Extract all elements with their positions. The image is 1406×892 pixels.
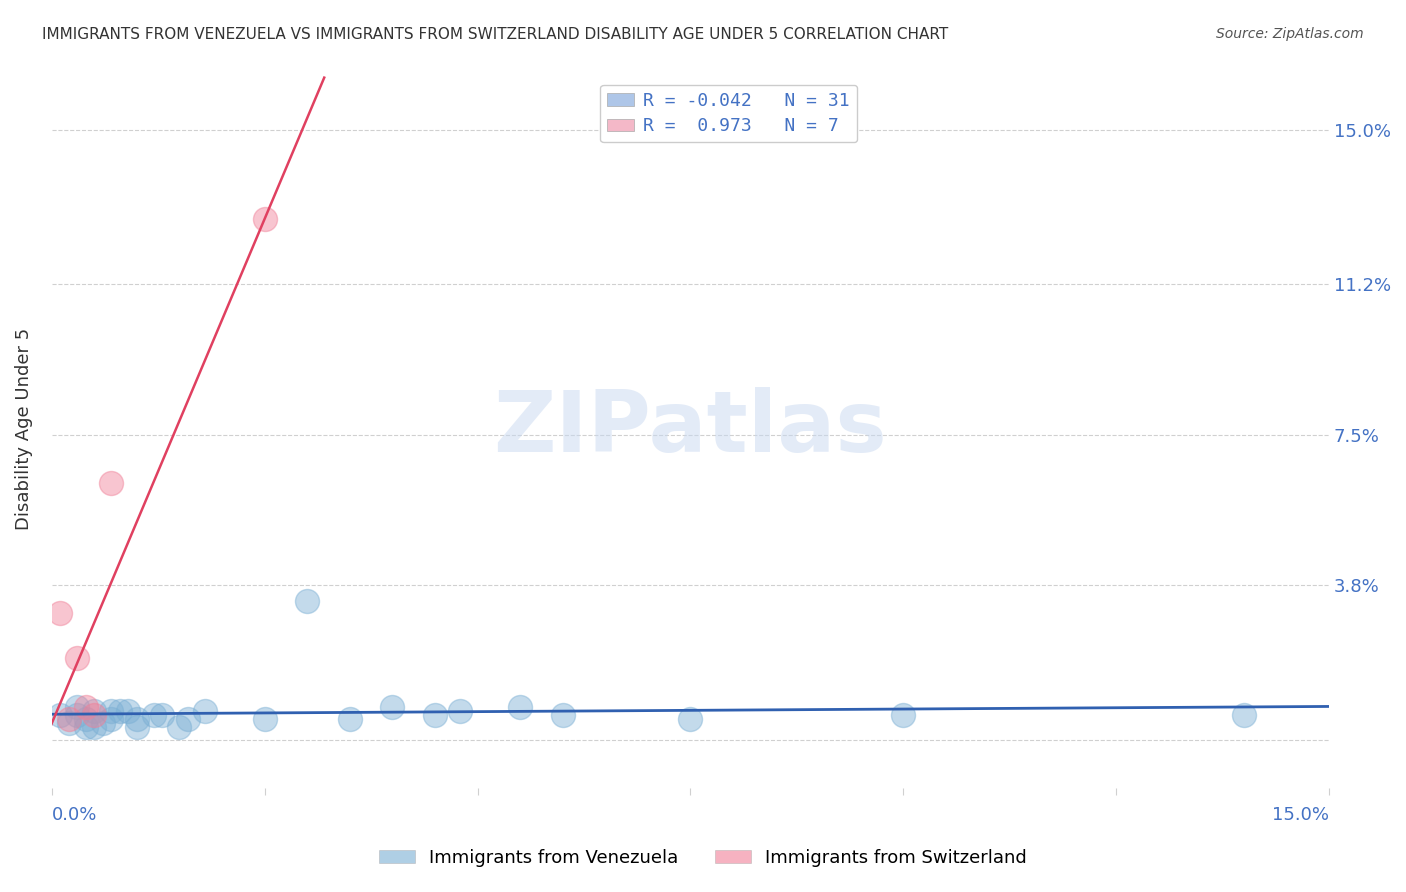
Point: [194, 704, 217, 718]
Point: [75, 712, 97, 726]
Point: [58, 716, 80, 731]
Legend: Immigrants from Venezuela, Immigrants from Switzerland: Immigrants from Venezuela, Immigrants fr…: [371, 842, 1035, 874]
Y-axis label: Disability Age Under 5: Disability Age Under 5: [15, 327, 32, 530]
Point: [49, 607, 72, 621]
Point: [83, 708, 105, 723]
Legend: R = -0.042   N = 31, R =  0.973   N = 7: R = -0.042 N = 31, R = 0.973 N = 7: [600, 85, 858, 143]
Point: [117, 704, 139, 718]
Point: [142, 708, 165, 723]
Point: [169, 720, 191, 734]
Text: Source: ZipAtlas.com: Source: ZipAtlas.com: [1216, 27, 1364, 41]
Point: [91, 716, 114, 731]
Point: [423, 708, 446, 723]
Point: [295, 594, 318, 608]
Point: [679, 712, 702, 726]
Point: [509, 700, 531, 714]
Point: [125, 712, 148, 726]
Point: [100, 704, 122, 718]
Point: [83, 704, 105, 718]
Point: [75, 720, 97, 734]
Point: [891, 708, 914, 723]
Point: [100, 712, 122, 726]
Point: [49, 708, 72, 723]
Point: [66, 651, 89, 665]
Text: 0.0%: 0.0%: [52, 806, 97, 824]
Point: [66, 700, 89, 714]
Point: [253, 712, 276, 726]
Text: ZIPatlas: ZIPatlas: [494, 387, 887, 470]
Point: [450, 704, 472, 718]
Point: [125, 720, 148, 734]
Point: [177, 712, 200, 726]
Point: [253, 211, 276, 226]
Point: [1233, 708, 1256, 723]
Text: IMMIGRANTS FROM VENEZUELA VS IMMIGRANTS FROM SWITZERLAND DISABILITY AGE UNDER 5 : IMMIGRANTS FROM VENEZUELA VS IMMIGRANTS …: [42, 27, 949, 42]
Point: [100, 476, 122, 491]
Point: [108, 704, 131, 718]
Point: [58, 712, 80, 726]
Point: [339, 712, 361, 726]
Point: [551, 708, 574, 723]
Point: [381, 700, 404, 714]
Text: 15.0%: 15.0%: [1272, 806, 1329, 824]
Point: [75, 700, 97, 714]
Point: [83, 720, 105, 734]
Point: [66, 708, 89, 723]
Point: [152, 708, 174, 723]
